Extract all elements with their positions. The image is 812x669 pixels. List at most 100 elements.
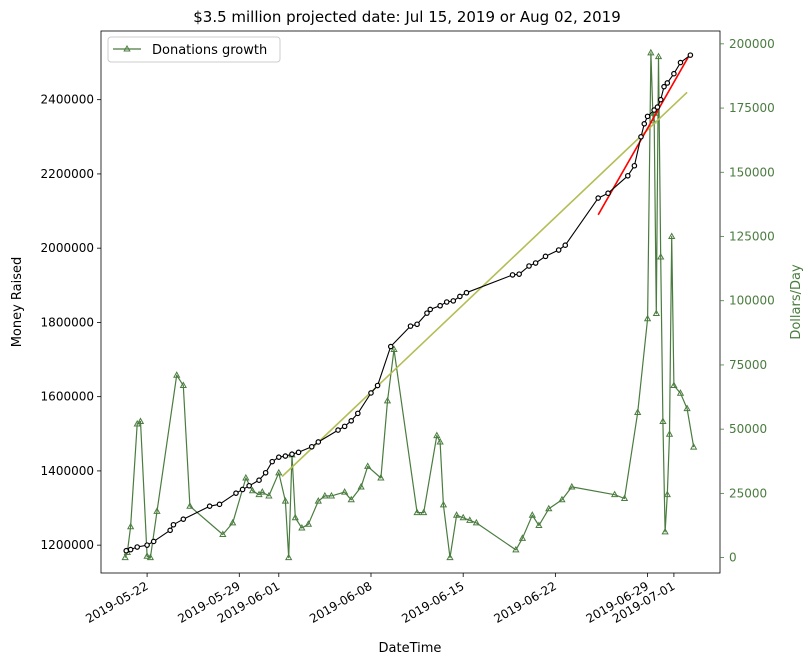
legend-marker	[123, 44, 131, 52]
donations-point	[647, 48, 655, 56]
donations-point	[258, 488, 266, 495]
money-raised-point	[150, 538, 157, 545]
money-raised-point	[437, 302, 443, 309]
money-raised-point	[123, 547, 130, 554]
donations-point	[136, 417, 145, 424]
donations-point	[186, 502, 194, 509]
y-left-tick-label: 2200000	[41, 167, 94, 181]
money-raised-point	[335, 427, 341, 433]
money-raised-point	[144, 542, 150, 548]
money-raised-point	[246, 482, 252, 489]
donations-point	[347, 495, 355, 503]
money-raised-point	[526, 263, 532, 269]
donations-point	[676, 389, 685, 396]
donations-point	[439, 500, 448, 508]
money-raised-point	[463, 289, 470, 296]
donations-point	[452, 511, 461, 518]
money-raised-point	[308, 443, 315, 450]
donations-point	[357, 482, 365, 490]
donations-series	[121, 48, 698, 561]
donations-point	[518, 534, 527, 541]
x-tick-label: 2019-06-15	[399, 579, 466, 626]
x-tick-label: 2019-06-22	[491, 579, 558, 626]
donations-point	[314, 497, 322, 504]
money-raised-point	[555, 247, 562, 253]
money-raised-point	[275, 454, 282, 460]
donations-point	[610, 490, 619, 498]
money-raised-point	[414, 321, 420, 328]
donations-point	[146, 553, 155, 561]
donations-point	[126, 522, 135, 530]
money-raised-point	[651, 107, 657, 113]
money-raised-point	[641, 121, 648, 127]
money-raised-point	[509, 272, 516, 278]
money-raised-point	[671, 70, 677, 77]
donations-point	[153, 507, 161, 514]
donations-point	[291, 513, 299, 521]
plot-frame	[100, 30, 721, 574]
donations-point	[275, 468, 283, 476]
donations-point	[659, 417, 667, 424]
y-right-tick-label: 125000	[729, 229, 775, 243]
money-raised-point	[239, 486, 246, 493]
money-raised-point	[206, 503, 213, 509]
donations-point	[459, 513, 467, 521]
money-raised-point	[180, 516, 187, 522]
donations-point	[143, 552, 151, 559]
y-axis-left-label: Money Raised	[10, 257, 25, 348]
money-raised-point	[654, 104, 661, 110]
money-raised-point	[644, 113, 651, 120]
y-right-tick-label: 50000	[729, 422, 767, 436]
legend-label: Donations growth	[152, 43, 267, 58]
donations-point	[663, 490, 671, 498]
y-left-tick-label: 1600000	[41, 390, 94, 404]
money-raised-point	[269, 458, 276, 465]
donations-point	[364, 462, 372, 469]
y-left-tick-label: 2400000	[41, 93, 94, 107]
money-raised-point	[661, 83, 667, 90]
trend-line-long	[281, 91, 688, 478]
y-left-tick-label: 2000000	[41, 241, 94, 255]
money-raised-point	[289, 451, 295, 458]
money-raised-line	[126, 54, 691, 552]
donations-point	[248, 486, 257, 494]
y-left-tick-label: 1200000	[41, 538, 94, 552]
donations-point	[121, 553, 129, 561]
donations-point	[652, 309, 660, 317]
donations-point	[690, 443, 698, 450]
donations-point	[528, 511, 536, 518]
donations-point	[285, 553, 293, 561]
donations-point	[670, 381, 678, 388]
money-raised-point	[233, 490, 239, 496]
donations-point	[558, 495, 566, 503]
money-raised-point	[348, 417, 355, 424]
donations-point	[436, 437, 444, 445]
y-right-tick-label: 75000	[729, 358, 767, 372]
donations-point	[383, 396, 392, 404]
trend-line-short	[597, 52, 692, 216]
donations-point	[446, 553, 454, 561]
donations-point	[420, 508, 428, 516]
money-raised-point	[427, 306, 434, 313]
money-raised-point	[355, 410, 361, 417]
donations-point	[665, 430, 674, 437]
money-raised-point	[457, 293, 463, 300]
money-raised-point	[374, 382, 381, 389]
donations-point	[620, 494, 629, 502]
money-raised-point	[605, 190, 611, 197]
donations-point	[219, 530, 227, 537]
donations-point	[179, 381, 187, 388]
donations-point	[304, 520, 313, 527]
x-tick-label: 2019-06-08	[307, 579, 374, 626]
donations-point	[327, 491, 336, 499]
donations-point	[545, 504, 553, 512]
money-raised-point	[516, 271, 522, 277]
money-raised-point	[315, 439, 322, 445]
y-right-tick-label: 100000	[729, 294, 775, 308]
donations-point	[657, 253, 665, 260]
y-right-tick-label: 200000	[729, 37, 775, 51]
x-tick-label: 2019-05-22	[83, 579, 150, 626]
money-raised-point	[443, 299, 450, 305]
